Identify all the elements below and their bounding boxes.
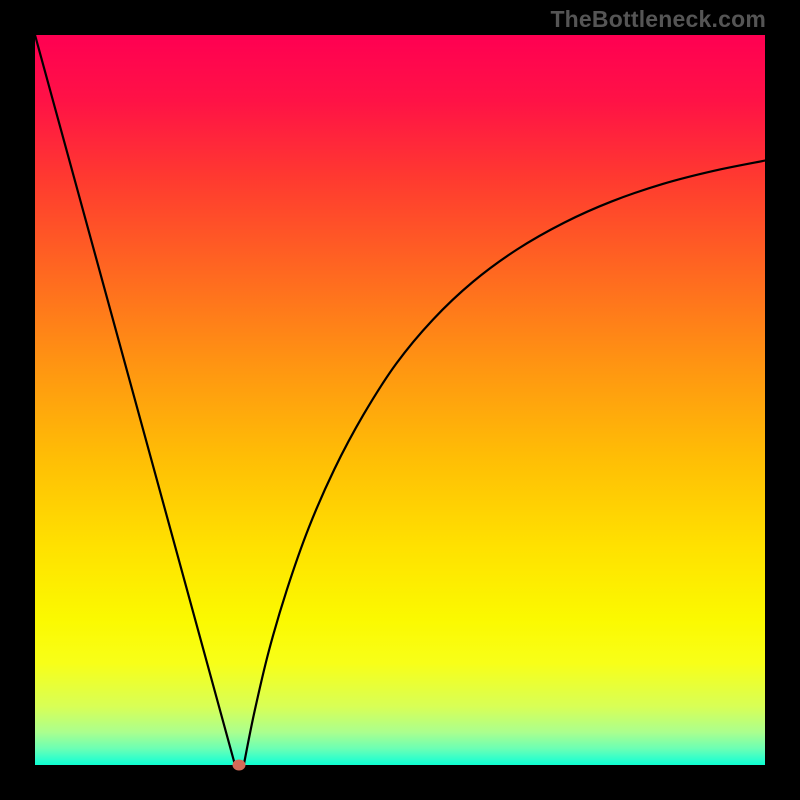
chart-container: TheBottleneck.com — [0, 0, 800, 800]
bottleneck-marker — [233, 760, 246, 771]
curve-svg — [35, 35, 765, 765]
curve-left-branch — [35, 35, 235, 765]
plot-area — [35, 35, 765, 765]
watermark-text: TheBottleneck.com — [550, 6, 766, 33]
curve-right-branch — [244, 161, 765, 765]
